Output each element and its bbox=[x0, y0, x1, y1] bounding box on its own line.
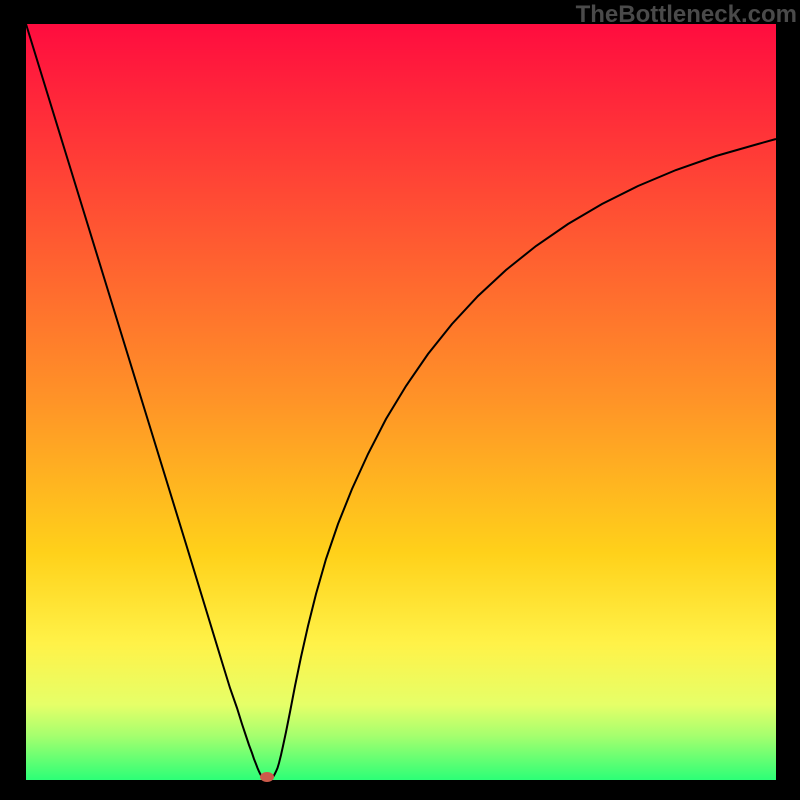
watermark-text: TheBottleneck.com bbox=[576, 0, 800, 29]
gradient-plot-area bbox=[26, 24, 776, 780]
